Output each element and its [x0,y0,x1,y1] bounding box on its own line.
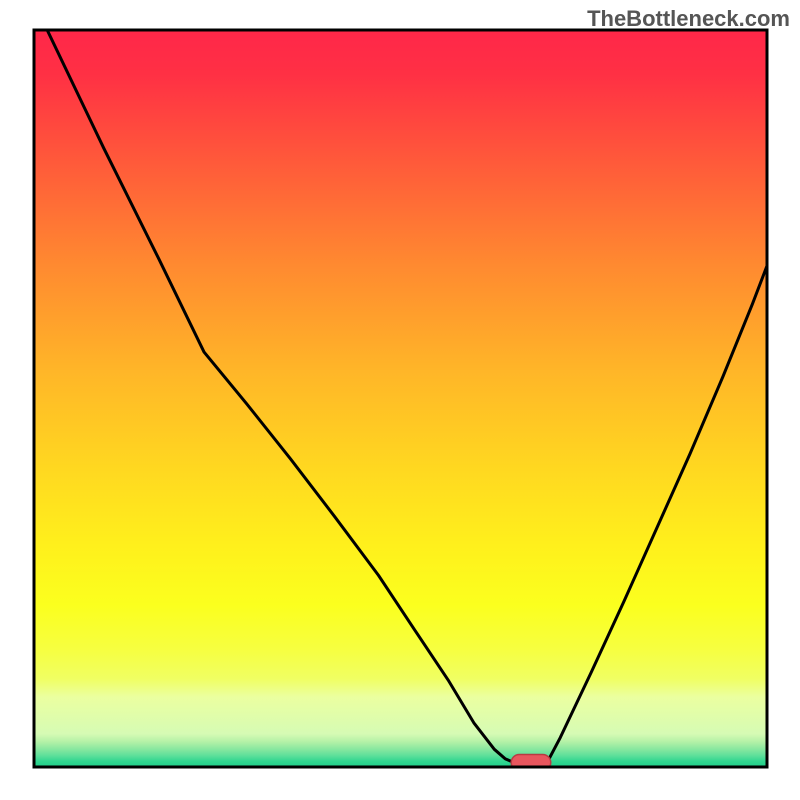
bottleneck-chart [0,0,800,800]
plot-background [34,30,767,767]
chart-container: TheBottleneck.com [0,0,800,800]
